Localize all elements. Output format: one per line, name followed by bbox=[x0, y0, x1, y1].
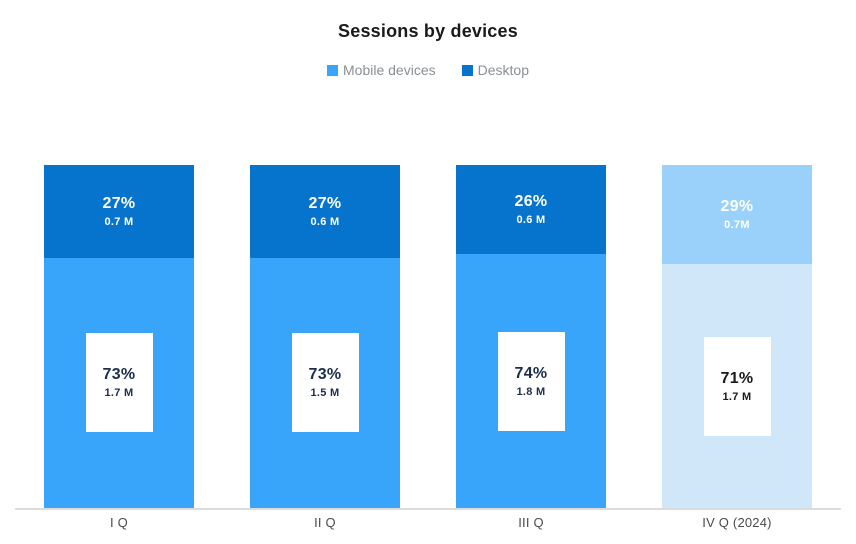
desktop-percent-label: 27% bbox=[308, 194, 342, 212]
mobile-percent-label: 71% bbox=[720, 369, 754, 387]
x-axis-line bbox=[15, 508, 841, 510]
desktop-segment: 27% 0.6 M bbox=[250, 165, 400, 258]
legend-label-mobile: Mobile devices bbox=[343, 62, 436, 78]
desktop-value-label: 0.7 M bbox=[104, 215, 134, 228]
bar-stack: 27% 0.6 M 73% 1.5 M bbox=[250, 165, 400, 508]
mobile-label-box: 74% 1.8 M bbox=[497, 331, 565, 431]
legend-label-desktop: Desktop bbox=[477, 62, 529, 78]
mobile-segment: 71% 1.7 M bbox=[662, 264, 812, 508]
chart-title: Sessions by devices bbox=[338, 21, 518, 41]
bar-group: 26% 0.6 M 74% 1.8 M III Q bbox=[456, 165, 606, 530]
mobile-percent-label: 74% bbox=[514, 364, 548, 382]
mobile-segment: 74% 1.8 M bbox=[456, 254, 606, 508]
mobile-label-box: 73% 1.7 M bbox=[85, 333, 153, 433]
x-axis-label: III Q bbox=[518, 515, 544, 530]
bar-stack: 29% 0.7M 71% 1.7 M bbox=[662, 165, 812, 508]
mobile-percent-label: 73% bbox=[308, 366, 342, 384]
bar-stack: 27% 0.7 M 73% 1.7 M bbox=[44, 165, 194, 508]
desktop-value-label: 0.6 M bbox=[310, 215, 340, 228]
mobile-label-box: 73% 1.5 M bbox=[291, 333, 359, 433]
desktop-segment-label: 26% 0.6 M bbox=[515, 193, 548, 226]
legend-item-mobile: Mobile devices bbox=[327, 62, 436, 78]
desktop-swatch-icon bbox=[461, 64, 473, 76]
mobile-segment: 73% 1.5 M bbox=[250, 257, 400, 508]
desktop-segment: 26% 0.6 M bbox=[456, 165, 606, 255]
desktop-percent-label: 26% bbox=[514, 193, 548, 211]
x-axis-label: IV Q (2024) bbox=[702, 515, 772, 530]
mobile-segment-label: 73% 1.5 M bbox=[309, 366, 342, 399]
desktop-segment-label: 27% 0.6 M bbox=[309, 195, 342, 228]
desktop-segment-label: 27% 0.7 M bbox=[103, 195, 136, 228]
bar-stack: 26% 0.6 M 74% 1.8 M bbox=[456, 165, 606, 508]
bar-group: 29% 0.7M 71% 1.7 M IV Q (2024) bbox=[662, 165, 812, 530]
mobile-value-label: 1.7 M bbox=[722, 390, 752, 403]
desktop-segment-label: 29% 0.7M bbox=[721, 198, 754, 231]
mobile-segment-label: 74% 1.8 M bbox=[515, 365, 548, 398]
desktop-segment: 29% 0.7M bbox=[662, 165, 812, 265]
mobile-label-box: 71% 1.7 M bbox=[703, 336, 771, 436]
bar-group: 27% 0.6 M 73% 1.5 M II Q bbox=[250, 165, 400, 530]
mobile-percent-label: 73% bbox=[102, 366, 136, 384]
x-axis-label: II Q bbox=[314, 515, 336, 530]
bar-group: 27% 0.7 M 73% 1.7 M I Q bbox=[44, 165, 194, 530]
mobile-swatch-icon bbox=[327, 64, 339, 76]
mobile-segment-label: 71% 1.7 M bbox=[721, 370, 754, 403]
desktop-segment: 27% 0.7 M bbox=[44, 165, 194, 258]
mobile-value-label: 1.8 M bbox=[516, 385, 546, 398]
x-axis-label: I Q bbox=[110, 515, 128, 530]
mobile-value-label: 1.7 M bbox=[104, 387, 134, 400]
desktop-percent-label: 29% bbox=[720, 198, 754, 216]
mobile-segment: 73% 1.7 M bbox=[44, 257, 194, 508]
mobile-value-label: 1.5 M bbox=[310, 387, 340, 400]
desktop-value-label: 0.7M bbox=[724, 219, 750, 232]
chart-legend: Mobile devices Desktop bbox=[0, 62, 856, 78]
mobile-segment-label: 73% 1.7 M bbox=[103, 366, 136, 399]
desktop-percent-label: 27% bbox=[102, 194, 136, 212]
desktop-value-label: 0.6 M bbox=[516, 214, 546, 227]
legend-item-desktop: Desktop bbox=[461, 62, 529, 78]
